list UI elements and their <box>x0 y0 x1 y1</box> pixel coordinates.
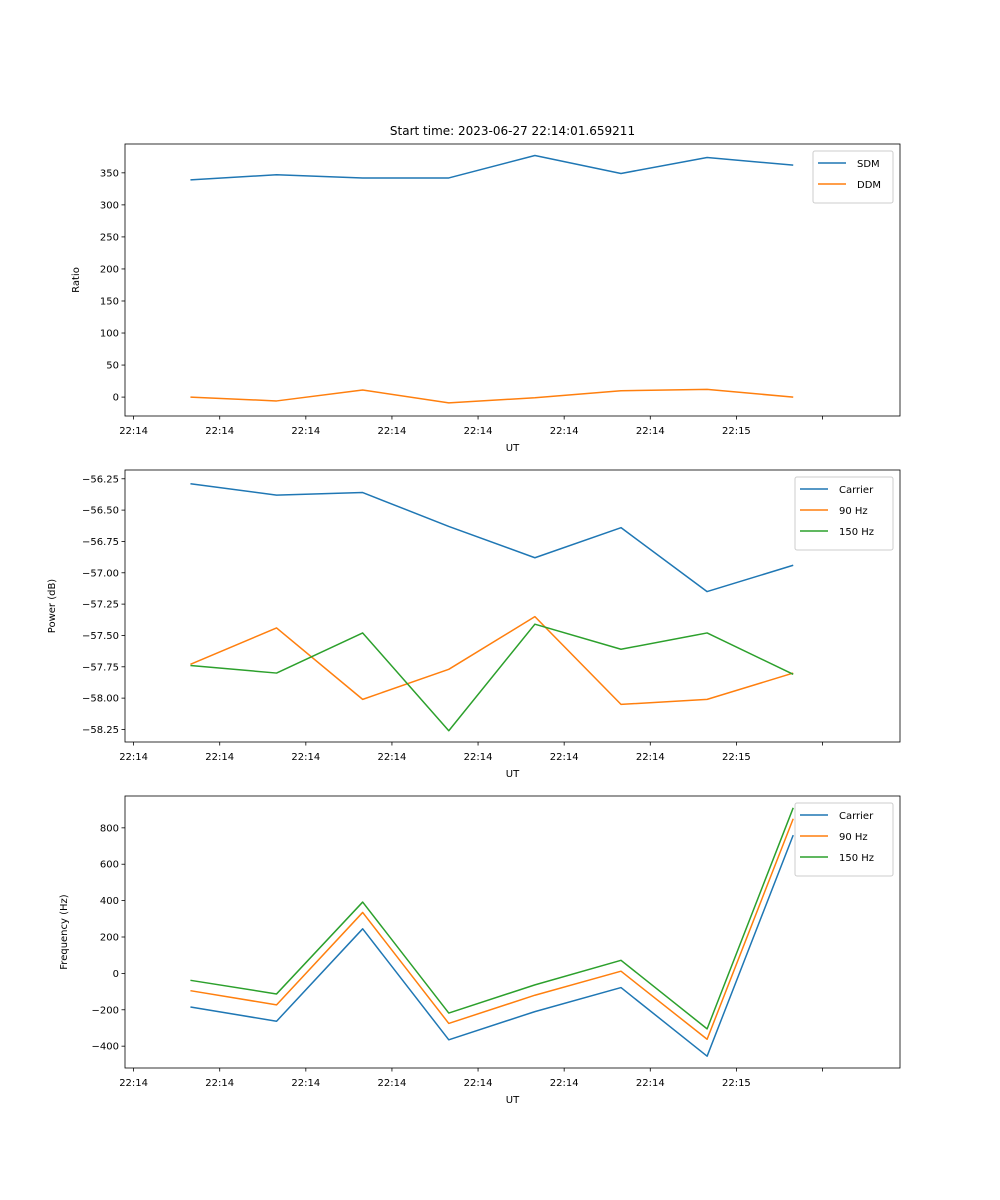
legend-label: 150 Hz <box>839 853 874 864</box>
y-tick-label: −400 <box>92 1042 119 1053</box>
legend-label: Carrier <box>839 811 874 822</box>
x-axis-label: UT <box>506 769 520 780</box>
y-tick-label: −56.50 <box>82 506 119 517</box>
y-tick-label: −200 <box>92 1005 119 1016</box>
y-tick-label: −56.25 <box>82 474 119 485</box>
x-tick-label: 22:14 <box>378 1078 407 1089</box>
x-tick-label: 22:14 <box>636 1078 665 1089</box>
x-tick-label: 22:15 <box>722 752 751 763</box>
x-tick-label: 22:14 <box>291 1078 320 1089</box>
y-tick-label: 200 <box>100 933 119 944</box>
y-tick-label: −57.00 <box>82 568 119 579</box>
y-tick-label: 600 <box>100 860 119 871</box>
panel-3: 22:14 22:14 22:14 22:14 22:14 22:14 22:14 22:15… <box>59 795 901 1106</box>
x-tick-label: 22:14 <box>636 426 665 437</box>
axes-frame <box>124 469 901 743</box>
legend-label: 150 Hz <box>839 527 874 538</box>
x-tick-label: 22:14 <box>464 426 493 437</box>
y-tick-label: 100 <box>100 329 119 340</box>
x-tick-label: 22:14 <box>291 426 320 437</box>
y-tick-label: 150 <box>100 296 119 307</box>
y-tick-label: −57.50 <box>82 631 119 642</box>
legend-box <box>812 150 894 204</box>
x-tick-label: 22:14 <box>464 752 493 763</box>
panels: 22:14 22:14 22:14 22:14 22:14 22:14 22:14 22:15… <box>47 143 901 1106</box>
y-axis-label: Frequency (Hz) <box>59 894 70 970</box>
y-tick-label: 250 <box>100 232 119 243</box>
x-tick-label: 22:15 <box>722 426 751 437</box>
x-tick-label: 22:14 <box>378 426 407 437</box>
legend-label: 90 Hz <box>839 506 868 517</box>
legend: SDM DDM <box>812 150 894 204</box>
y-tick-label: −58.00 <box>82 694 119 705</box>
x-tick-label: 22:14 <box>550 1078 579 1089</box>
y-tick-label: 200 <box>100 264 119 275</box>
x-tick-label: 22:14 <box>550 752 579 763</box>
y-tick-label: −58.25 <box>82 725 119 736</box>
legend-label: SDM <box>857 159 880 170</box>
series-line-150-hz <box>190 623 794 732</box>
legend-label: Carrier <box>839 485 874 496</box>
x-tick-label: 22:14 <box>205 1078 234 1089</box>
series-line-90-hz <box>190 615 794 706</box>
legend-label: 90 Hz <box>839 832 868 843</box>
x-tick-label: 22:14 <box>378 752 407 763</box>
y-tick-label: 0 <box>113 969 119 980</box>
y-tick-label: −57.25 <box>82 600 119 611</box>
x-tick-label: 22:14 <box>119 752 148 763</box>
x-tick-label: 22:14 <box>119 1078 148 1089</box>
y-tick-label: 50 <box>106 361 119 372</box>
y-tick-label: 300 <box>100 200 119 211</box>
x-tick-label: 22:15 <box>722 1078 751 1089</box>
x-tick-label: 22:14 <box>205 752 234 763</box>
legend: Carrier 90 Hz 150 Hz <box>794 802 894 877</box>
series-line-carrier <box>190 834 794 1057</box>
figure-title: Start time: 2023-06-27 22:14:01.659211 <box>390 124 635 138</box>
x-tick-label: 22:14 <box>636 752 665 763</box>
series-line-carrier <box>190 483 794 593</box>
x-axis-label: UT <box>506 1095 520 1106</box>
series-line-sdm <box>190 154 794 181</box>
series-line-150-hz <box>190 807 794 1030</box>
x-tick-label: 22:14 <box>291 752 320 763</box>
y-tick-label: 400 <box>100 896 119 907</box>
y-axis-label: Ratio <box>71 267 82 293</box>
y-axis-label: Power (dB) <box>47 579 58 634</box>
y-tick-label: 0 <box>113 393 119 404</box>
legend: Carrier 90 Hz 150 Hz <box>794 476 894 551</box>
axes-frame <box>124 143 901 417</box>
x-tick-label: 22:14 <box>119 426 148 437</box>
y-tick-label: −57.75 <box>82 662 119 673</box>
series-line-90-hz <box>190 818 794 1040</box>
x-tick-label: 22:14 <box>205 426 234 437</box>
panel-1: 22:14 22:14 22:14 22:14 22:14 22:14 22:14 22:15… <box>71 143 901 454</box>
y-tick-label: 800 <box>100 823 119 834</box>
panel-2: 22:14 22:14 22:14 22:14 22:14 22:14 22:14 22:15… <box>47 469 901 780</box>
x-tick-label: 22:14 <box>464 1078 493 1089</box>
legend-label: DDM <box>857 180 881 191</box>
x-axis-label: UT <box>506 443 520 454</box>
y-tick-label: −56.75 <box>82 537 119 548</box>
x-tick-label: 22:14 <box>550 426 579 437</box>
axes-frame <box>124 795 901 1069</box>
series-line-ddm <box>190 388 794 404</box>
y-tick-label: 350 <box>100 168 119 179</box>
